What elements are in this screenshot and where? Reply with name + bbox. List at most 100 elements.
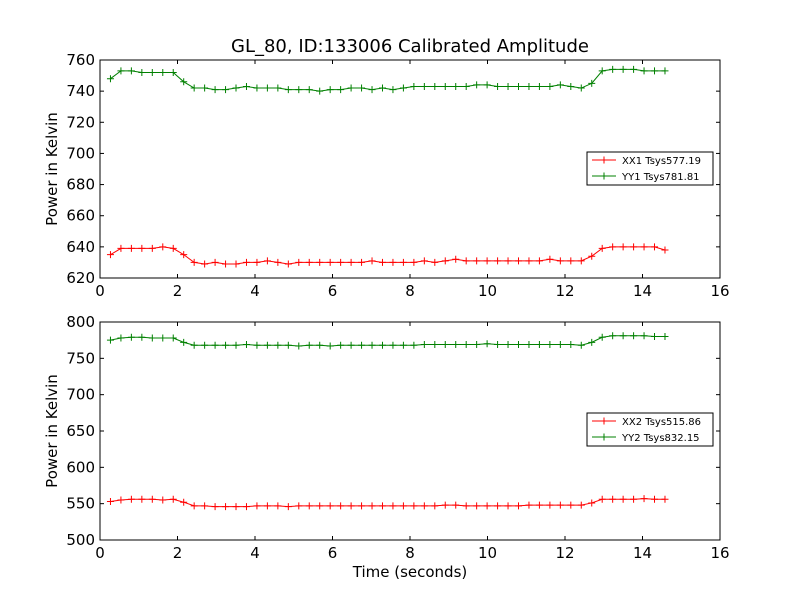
data-point: [525, 257, 533, 265]
legend-box: [586, 151, 714, 186]
data-point: [588, 252, 596, 260]
data-point: [305, 502, 313, 510]
legend-label: YY2 Tsys832.15: [621, 433, 700, 444]
data-point: [138, 244, 146, 252]
data-point: [556, 341, 564, 349]
data-point: [661, 67, 669, 75]
data-point: [504, 341, 512, 349]
data-point: [232, 84, 240, 92]
data-point: [515, 82, 522, 90]
data-point: [515, 257, 522, 265]
y-tick-label: 800: [66, 313, 95, 331]
y-tick-label: 600: [66, 458, 95, 476]
legend-label: XX2 Tsys515.86: [622, 417, 701, 428]
data-point: [106, 75, 114, 83]
y-axis-label: Power in Kelvin: [43, 374, 61, 488]
data-point: [201, 260, 209, 268]
data-point: [556, 501, 564, 509]
data-point: [588, 338, 596, 346]
data-point: [347, 84, 355, 92]
x-tick-label: 6: [328, 282, 338, 300]
data-point: [651, 495, 659, 503]
data-point: [494, 502, 502, 510]
data-point: [588, 79, 596, 87]
data-point: [609, 332, 617, 340]
data-point: [462, 502, 470, 510]
data-point: [630, 65, 638, 73]
data-point: [567, 257, 575, 265]
y-axis-label: Power in Kelvin: [43, 112, 61, 226]
data-point: [651, 243, 659, 251]
data-point: [452, 82, 460, 90]
data-point: [494, 82, 502, 90]
data-point: [263, 502, 271, 510]
y-tick-label: 680: [66, 176, 95, 194]
chart-panel-2: 0 2 4 6 8 10 12 14 16 500 550 600 650 700 750 800 Time (…: [43, 313, 730, 581]
data-point: [619, 495, 627, 503]
data-point: [588, 499, 596, 507]
data-point: [222, 341, 230, 349]
x-tick-label: 16: [710, 544, 729, 562]
data-point: [316, 87, 324, 95]
data-point: [190, 341, 198, 349]
data-point: [368, 86, 376, 94]
data-point: [441, 257, 449, 265]
y-tick-label: 700: [66, 144, 95, 162]
legend-label: YY1 Tsys781.81: [621, 172, 700, 183]
data-point: [630, 495, 638, 503]
x-tick-label: 12: [555, 282, 574, 300]
data-point: [127, 495, 135, 503]
data-point: [441, 82, 449, 90]
data-point: [598, 244, 606, 252]
data-point: [399, 258, 407, 266]
data-point: [169, 68, 177, 76]
data-point: [452, 341, 460, 349]
data-point: [483, 257, 491, 265]
y-tick-label: 650: [66, 422, 95, 440]
x-axis-label: Time (seconds): [352, 563, 468, 581]
data-point: [274, 84, 282, 92]
x-tick-label: 8: [405, 544, 415, 562]
data-point: [619, 65, 627, 73]
data-point: [378, 258, 386, 266]
data-point: [494, 257, 502, 265]
data-point: [242, 503, 250, 511]
legend-label: XX1 Tsys577.19: [622, 156, 701, 167]
data-point: [567, 82, 575, 90]
data-point: [462, 82, 470, 90]
legend-marker: [600, 172, 608, 180]
legend-box: [586, 412, 714, 447]
data-point: [190, 84, 198, 92]
data-point: [222, 260, 230, 268]
data-point: [546, 501, 554, 509]
data-point: [358, 502, 366, 510]
data-point: [640, 332, 648, 340]
data-point: [410, 341, 418, 349]
y-tick-label: 620: [66, 269, 95, 287]
data-point: [546, 255, 554, 263]
data-point: [378, 84, 386, 92]
data-point: [253, 502, 261, 510]
legend-marker: [600, 433, 608, 441]
data-point: [159, 243, 167, 251]
data-point: [253, 84, 261, 92]
data-point: [661, 333, 669, 341]
data-point: [399, 84, 407, 92]
data-point: [577, 84, 585, 92]
legend-marker: [600, 156, 608, 164]
data-point: [316, 341, 324, 349]
data-point: [661, 495, 669, 503]
x-tick-label: 10: [478, 544, 497, 562]
data-point: [295, 502, 303, 510]
data-point: [159, 496, 167, 504]
data-point: [222, 86, 230, 94]
data-point: [263, 257, 271, 265]
data-point: [211, 258, 219, 266]
data-point: [347, 502, 355, 510]
data-point: [263, 84, 271, 92]
data-point: [556, 257, 564, 265]
data-point: [431, 258, 439, 266]
data-point: [347, 341, 355, 349]
